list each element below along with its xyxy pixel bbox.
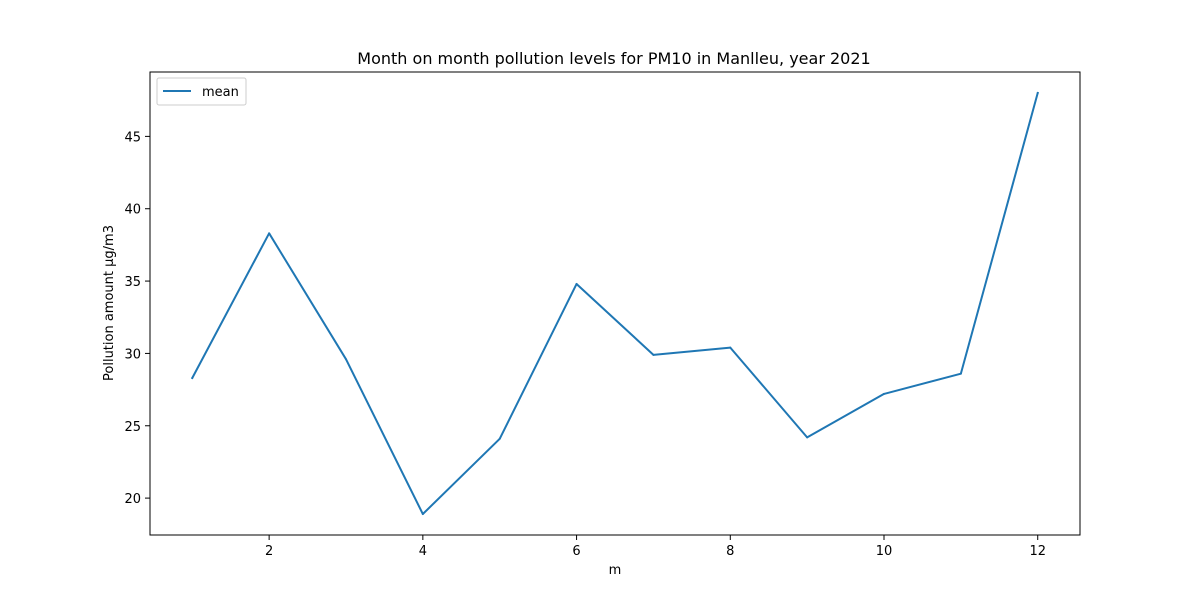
plot-area-frame	[149, 71, 1081, 536]
x-axis-label: m	[609, 563, 622, 578]
x-axis: 2 4 6 8 10 12	[265, 535, 1046, 559]
x-tick-label: 10	[876, 544, 893, 559]
y-tick-label: 35	[124, 275, 141, 290]
data-point	[883, 392, 886, 395]
data-point	[191, 377, 194, 380]
y-tick-label: 25	[124, 420, 141, 435]
data-point	[806, 436, 809, 439]
y-axis: 20 25 30 35 40 45	[124, 130, 150, 507]
data-point	[575, 282, 578, 285]
x-tick-label: 8	[726, 544, 734, 559]
data-point	[421, 513, 424, 516]
data-point	[959, 372, 962, 375]
data-point	[268, 232, 271, 235]
x-tick-label: 4	[419, 544, 427, 559]
y-tick-label: 45	[124, 130, 141, 145]
data-point	[498, 437, 501, 440]
legend-label-mean: mean	[202, 85, 239, 100]
x-tick-label: 2	[265, 544, 273, 559]
legend: mean	[156, 77, 247, 106]
chart-title: Month on month pollution levels for PM10…	[357, 49, 870, 68]
data-point	[1036, 91, 1039, 94]
series-group	[190, 91, 1039, 516]
legend-box	[156, 77, 247, 106]
series-line-mean	[190, 91, 1039, 516]
data-point	[652, 353, 655, 356]
y-tick-label: 30	[124, 347, 141, 362]
y-axis-label: Pollution amount µg/m3	[102, 225, 117, 381]
data-point	[729, 346, 732, 349]
y-tick-label: 20	[124, 492, 141, 507]
y-tick-label: 40	[124, 203, 141, 218]
data-point	[344, 358, 347, 361]
x-tick-label: 6	[572, 544, 580, 559]
x-tick-label: 12	[1029, 544, 1046, 559]
